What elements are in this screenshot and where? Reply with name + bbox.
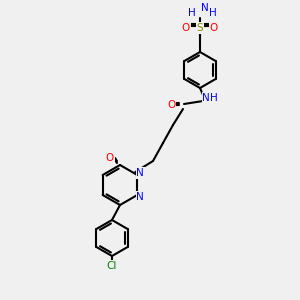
- Text: O: O: [210, 23, 218, 33]
- Text: S: S: [197, 23, 203, 33]
- Text: O: O: [167, 100, 175, 110]
- Text: O: O: [106, 153, 114, 163]
- Text: N: N: [202, 93, 210, 103]
- Text: H: H: [209, 8, 217, 18]
- Text: N: N: [201, 3, 209, 13]
- Text: N: N: [136, 168, 144, 178]
- Text: H: H: [188, 8, 196, 18]
- Text: Cl: Cl: [107, 261, 117, 271]
- Text: O: O: [182, 23, 190, 33]
- Text: H: H: [210, 93, 218, 103]
- Text: N: N: [136, 192, 144, 202]
